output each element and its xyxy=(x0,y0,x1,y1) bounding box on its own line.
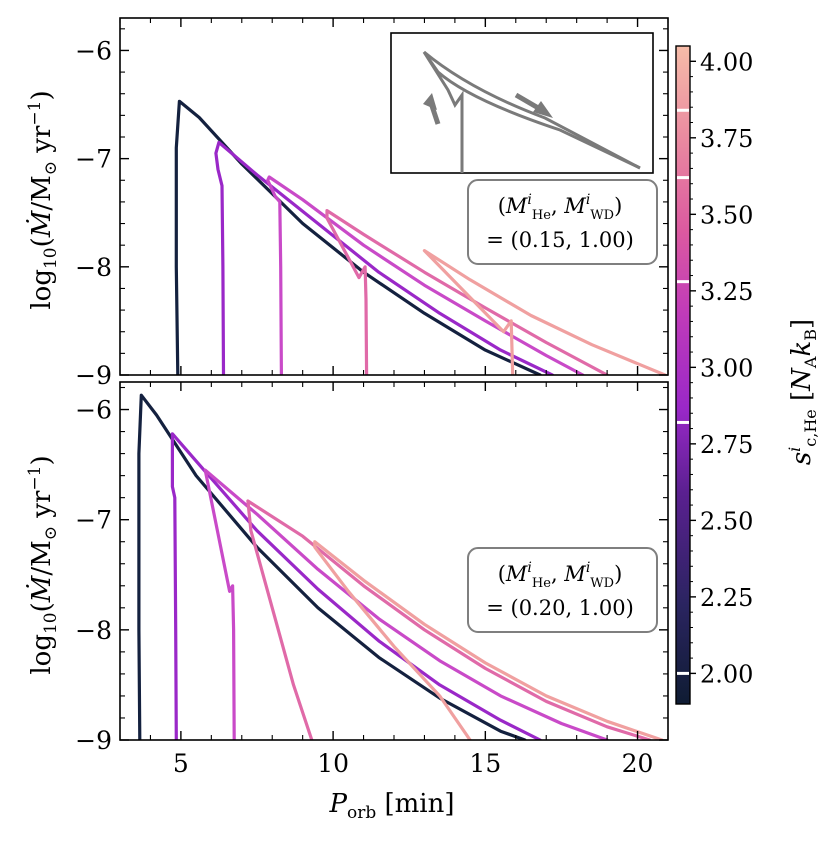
bottom-ylabel: log10(Ṁ/M⊙ yr−1) xyxy=(25,455,61,674)
top-annotation: (MiHe, MiWD) = (0.15, 1.00) xyxy=(467,179,658,265)
inset-arrow-down xyxy=(514,92,542,112)
xlabel: Porb [min] xyxy=(328,789,454,823)
top-panel: −9 −8 −7 −6 (MiHe, MiWD) = (0.15, 1.00) log… xyxy=(25,17,669,390)
colorbar-tick-label: 3.50 xyxy=(700,201,753,229)
x-tick-label: 15 xyxy=(469,749,501,778)
colorbar-gradient xyxy=(675,45,691,705)
colorbar-marks xyxy=(677,108,689,675)
bottom-ticks: 5 10 15 20 −9 −8 −7 −6 xyxy=(75,382,669,778)
inset-track-upper xyxy=(423,50,641,170)
inset-arrow-down-head xyxy=(533,101,553,118)
top-frame xyxy=(119,17,669,376)
bot-series-line-0 xyxy=(137,393,527,740)
y-tick-label: −7 xyxy=(75,506,112,535)
bot-series-line-3 xyxy=(246,499,652,740)
bottom-series-group xyxy=(137,393,664,740)
top-series-line-4 xyxy=(422,249,667,375)
top-annotation-line2: = (0.15, 1.00) xyxy=(486,228,634,252)
top-annotation-line1: (MiHe, MiWD) xyxy=(498,192,623,223)
colorbar-tick-label: 4.00 xyxy=(700,48,753,76)
bot-series-line-1 xyxy=(170,432,542,740)
y-tick-label: −9 xyxy=(75,361,112,390)
colorbar-tick-label: 3.25 xyxy=(700,278,753,306)
bot-series-line-4 xyxy=(313,540,664,740)
inset xyxy=(390,32,654,174)
top-series-line-3 xyxy=(325,209,609,375)
top-ylabel: log10(Ṁ/M⊙ yr−1) xyxy=(25,90,61,309)
colorbar-label: sic,He [NAkB] xyxy=(785,319,820,465)
top-series-line-1 xyxy=(214,140,554,375)
colorbar-tick-label: 2.50 xyxy=(700,507,753,535)
colorbar-tick-label: 2.25 xyxy=(700,584,753,612)
bottom-annotation-line2: = (0.20, 1.00) xyxy=(486,596,634,620)
top-ticks: −9 −8 −7 −6 xyxy=(75,18,669,390)
bot-series-line-2 xyxy=(203,468,609,740)
y-tick-label: −9 xyxy=(75,726,112,755)
y-tick-label: −7 xyxy=(75,145,112,174)
bottom-annotation: (MiHe, MiWD) = (0.20, 1.00) xyxy=(467,547,658,633)
inset-arrow-up-head xyxy=(423,93,437,110)
top-series-line-2 xyxy=(266,175,585,375)
top-series-group xyxy=(174,99,667,375)
colorbar-tick-label: 2.00 xyxy=(700,660,753,688)
colorbar-tick-label: 2.75 xyxy=(700,431,753,459)
colorbar-tick-label: 3.00 xyxy=(700,354,753,382)
y-tick-label: −8 xyxy=(75,253,112,282)
x-tick-label: 5 xyxy=(173,749,189,778)
inset-track xyxy=(422,51,641,173)
y-tick-label: −6 xyxy=(75,36,112,65)
x-tick-label: 20 xyxy=(622,749,654,778)
colorbar-ticks: 2.00 2.25 2.50 2.75 3.00 3.25 3.50 3.75 4.00 xyxy=(690,48,753,688)
colorbar: 2.00 2.25 2.50 2.75 3.00 3.25 3.50 3.75 4.00 sic… xyxy=(675,45,820,705)
x-tick-label: 10 xyxy=(317,749,349,778)
y-tick-label: −6 xyxy=(75,396,112,425)
y-tick-label: −8 xyxy=(75,616,112,645)
bottom-frame xyxy=(119,381,669,741)
colorbar-tick-label: 3.75 xyxy=(700,125,753,153)
bottom-panel: 5 10 15 20 −9 −8 −7 −6 (MiHe, MiWD) = (0.20, 1.… xyxy=(25,381,669,823)
